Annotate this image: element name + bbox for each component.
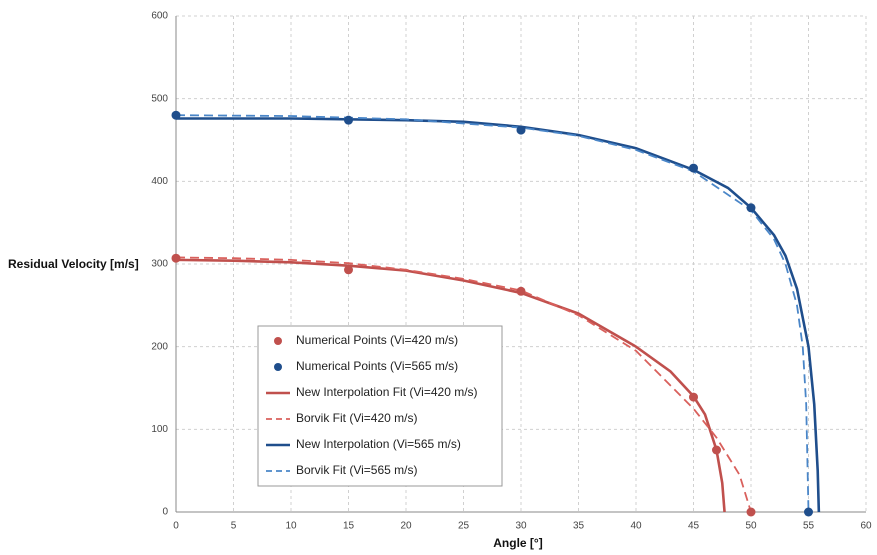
y-tick-label: 200 [151, 341, 168, 352]
fit-line [175, 114, 810, 513]
data-point [171, 110, 181, 120]
data-point [344, 265, 353, 275]
y-tick-label: 100 [151, 424, 168, 435]
x-tick-label: 60 [860, 521, 872, 532]
y-tick-label: 600 [151, 11, 168, 22]
fit-line [175, 256, 752, 513]
legend-label: Numerical Points (Vi=420 m/s) [296, 333, 458, 347]
x-tick-label: 25 [458, 521, 470, 532]
legend-label: Borvik Fit (Vi=420 m/s) [296, 411, 417, 425]
x-tick-label: 20 [400, 521, 412, 532]
y-tick-label: 300 [151, 259, 168, 270]
x-tick-label: 0 [173, 521, 179, 532]
x-tick-label: 5 [231, 521, 237, 532]
x-tick-label: 45 [688, 521, 700, 532]
x-axis-title: Angle [°] [493, 536, 542, 550]
data-point [171, 253, 181, 263]
x-tick-label: 55 [803, 521, 815, 532]
y-axis-title: Residual Velocity [m/s] [8, 257, 139, 271]
data-point [804, 507, 813, 517]
legend-marker [274, 363, 282, 371]
data-point [712, 445, 721, 455]
legend-label: New Interpolation Fit (Vi=420 m/s) [296, 385, 478, 399]
legend-label: New Interpolation (Vi=565 m/s) [296, 437, 461, 451]
y-tick-label: 400 [151, 176, 168, 187]
legend-label: Borvik Fit (Vi=565 m/s) [296, 463, 417, 477]
x-tick-label: 15 [343, 521, 355, 532]
data-point [689, 392, 698, 402]
data-point [689, 163, 698, 173]
x-tick-label: 30 [515, 521, 527, 532]
fit-line [175, 258, 726, 513]
y-tick-label: 500 [151, 93, 168, 104]
x-tick-label: 40 [630, 521, 642, 532]
legend-label: Numerical Points (Vi=565 m/s) [296, 359, 458, 373]
x-tick-label: 50 [745, 521, 757, 532]
data-point [746, 507, 756, 517]
data-point [746, 203, 756, 213]
x-tick-label: 35 [573, 521, 585, 532]
legend-marker [274, 337, 282, 345]
legend-box [257, 325, 503, 487]
data-point [516, 125, 526, 135]
data-point [516, 286, 526, 296]
y-tick-label: 0 [162, 507, 168, 518]
x-tick-label: 10 [285, 521, 297, 532]
data-point [344, 115, 353, 125]
